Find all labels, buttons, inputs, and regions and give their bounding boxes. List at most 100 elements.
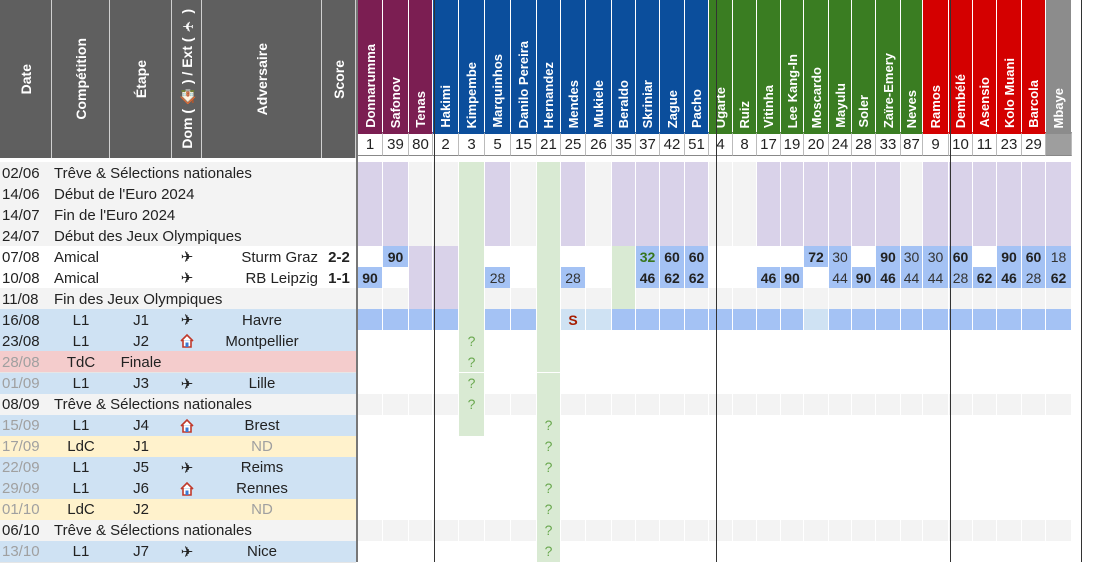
- player-header[interactable]: Pacho: [685, 0, 709, 132]
- player-cell[interactable]: [733, 393, 757, 416]
- player-cell[interactable]: 28: [949, 267, 973, 290]
- player-cell[interactable]: 18: [1046, 246, 1072, 269]
- player-cell[interactable]: [561, 519, 586, 542]
- player-cell[interactable]: [511, 372, 537, 395]
- player-cell[interactable]: [409, 435, 433, 458]
- player-cell[interactable]: [459, 498, 485, 521]
- player-cell[interactable]: 60: [685, 246, 709, 269]
- player-cell[interactable]: ?: [537, 414, 561, 437]
- player-cell[interactable]: [459, 477, 485, 500]
- player-cell[interactable]: [781, 288, 804, 311]
- player-cell[interactable]: [511, 183, 537, 206]
- player-cell[interactable]: [901, 372, 923, 395]
- player-cell[interactable]: [923, 456, 949, 479]
- player-cell[interactable]: [586, 540, 612, 563]
- player-cell[interactable]: [709, 330, 733, 353]
- player-cell[interactable]: [709, 456, 733, 479]
- player-cell[interactable]: [561, 204, 586, 227]
- player-cell[interactable]: [1022, 288, 1046, 311]
- player-cell[interactable]: [949, 372, 973, 395]
- player-cell[interactable]: [829, 477, 852, 500]
- player-cell[interactable]: [409, 477, 433, 500]
- player-cell[interactable]: [660, 414, 685, 437]
- player-cell[interactable]: [973, 351, 997, 374]
- player-cell[interactable]: [1046, 540, 1072, 563]
- player-cell[interactable]: [876, 414, 901, 437]
- player-cell[interactable]: [1022, 183, 1046, 206]
- player-cell[interactable]: [383, 435, 409, 458]
- player-cell[interactable]: [612, 225, 636, 248]
- player-cell[interactable]: [829, 204, 852, 227]
- player-cell[interactable]: [485, 435, 511, 458]
- player-cell[interactable]: [757, 162, 781, 184]
- player-cell[interactable]: [733, 456, 757, 479]
- player-cell[interactable]: [733, 267, 757, 290]
- player-cell[interactable]: [358, 183, 383, 206]
- player-cell[interactable]: [586, 351, 612, 374]
- player-cell[interactable]: [973, 372, 997, 395]
- player-cell[interactable]: [636, 456, 660, 479]
- player-cell[interactable]: [511, 435, 537, 458]
- player-cell[interactable]: [586, 393, 612, 416]
- player-cell[interactable]: [459, 246, 485, 269]
- player-cell[interactable]: [733, 204, 757, 227]
- player-cell[interactable]: [1046, 456, 1072, 479]
- player-cell[interactable]: [709, 183, 733, 206]
- player-cell[interactable]: [358, 435, 383, 458]
- player-cell[interactable]: [923, 477, 949, 500]
- player-cell[interactable]: [409, 225, 433, 248]
- player-cell[interactable]: [757, 204, 781, 227]
- player-cell[interactable]: [709, 393, 733, 416]
- player-cell[interactable]: [997, 456, 1022, 479]
- player-cell[interactable]: [459, 288, 485, 311]
- player-cell[interactable]: [1022, 456, 1046, 479]
- player-header[interactable]: Mukiele: [586, 0, 612, 132]
- player-cell[interactable]: [829, 183, 852, 206]
- player-cell[interactable]: [660, 183, 685, 206]
- player-cell[interactable]: [660, 204, 685, 227]
- player-cell[interactable]: [923, 393, 949, 416]
- player-cell[interactable]: [923, 162, 949, 184]
- player-cell[interactable]: [537, 330, 561, 353]
- player-cell[interactable]: [612, 351, 636, 374]
- header-stage[interactable]: Étape: [110, 0, 172, 158]
- player-cell[interactable]: [949, 540, 973, 563]
- player-cell[interactable]: [537, 309, 561, 332]
- player-cell[interactable]: [973, 246, 997, 269]
- player-cell[interactable]: [709, 477, 733, 500]
- player-cell[interactable]: [358, 204, 383, 227]
- player-cell[interactable]: [949, 162, 973, 184]
- player-cell[interactable]: [901, 162, 923, 184]
- player-cell[interactable]: [459, 519, 485, 542]
- player-cell[interactable]: [733, 309, 757, 332]
- player-cell[interactable]: [876, 435, 901, 458]
- player-cell[interactable]: [949, 183, 973, 206]
- player-cell[interactable]: 46: [876, 267, 901, 290]
- player-cell[interactable]: [757, 477, 781, 500]
- player-cell[interactable]: [358, 519, 383, 542]
- player-cell[interactable]: [459, 183, 485, 206]
- player-cell[interactable]: [586, 183, 612, 206]
- player-cell[interactable]: [685, 183, 709, 206]
- player-cell[interactable]: [733, 330, 757, 353]
- player-cell[interactable]: [612, 330, 636, 353]
- player-cell[interactable]: 60: [660, 246, 685, 269]
- player-cell[interactable]: [433, 351, 459, 374]
- player-cell[interactable]: [852, 351, 876, 374]
- player-cell[interactable]: [636, 288, 660, 311]
- player-cell[interactable]: [997, 540, 1022, 563]
- player-cell[interactable]: [949, 477, 973, 500]
- player-cell[interactable]: [485, 372, 511, 395]
- player-cell[interactable]: [973, 204, 997, 227]
- player-cell[interactable]: [781, 456, 804, 479]
- player-cell[interactable]: [949, 519, 973, 542]
- player-cell[interactable]: [781, 204, 804, 227]
- player-cell[interactable]: [383, 414, 409, 437]
- player-cell[interactable]: [829, 435, 852, 458]
- player-cell[interactable]: [612, 393, 636, 416]
- player-cell[interactable]: [636, 204, 660, 227]
- player-cell[interactable]: [409, 540, 433, 563]
- player-header[interactable]: Safonov: [383, 0, 409, 132]
- player-cell[interactable]: 44: [923, 267, 949, 290]
- player-header[interactable]: Ramos: [923, 0, 949, 132]
